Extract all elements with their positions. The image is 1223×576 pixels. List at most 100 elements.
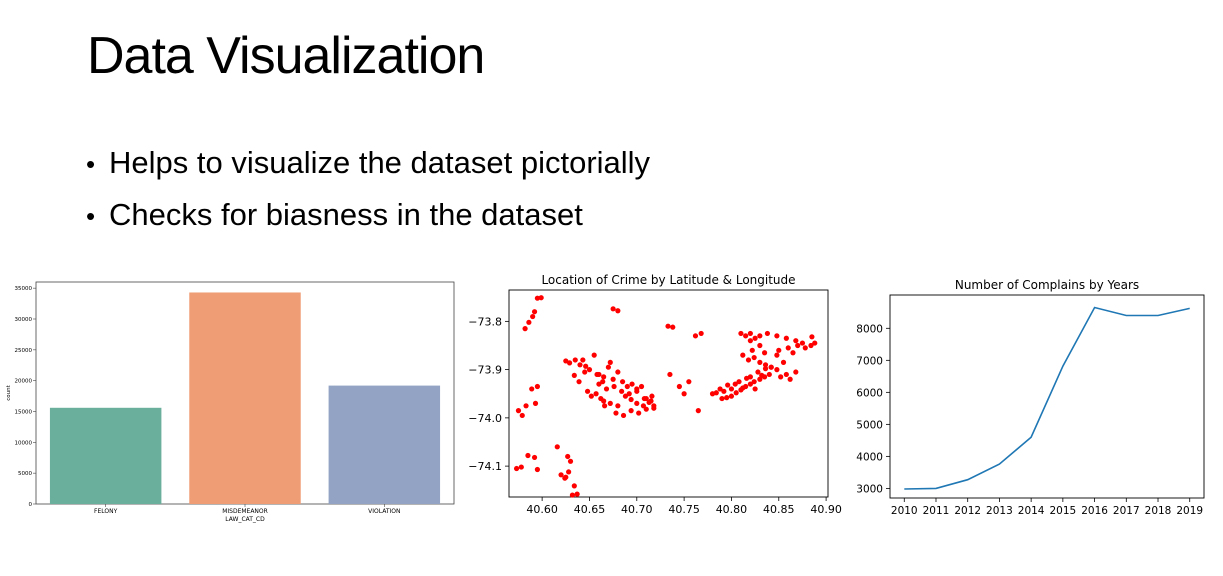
scatter-point	[558, 472, 564, 478]
scatter-point	[566, 469, 572, 475]
y-tick-label: 35000	[15, 286, 33, 292]
scatter-point	[774, 352, 780, 358]
scatter-point	[783, 335, 789, 341]
y-tick-label: 25000	[15, 348, 33, 354]
scatter-point	[554, 444, 560, 450]
scatter-point	[747, 381, 753, 387]
bullet-text: Helps to visualize the dataset pictorial…	[109, 145, 651, 180]
x-tick-label: 2015	[1049, 505, 1076, 517]
scatter-point	[728, 393, 735, 399]
scatter-point	[586, 367, 593, 373]
x-tick-label: 40.60	[526, 503, 558, 516]
scatter-point	[525, 452, 531, 459]
y-tick-label: 3000	[856, 483, 883, 495]
scatter-point	[793, 369, 799, 375]
scatter-point	[628, 396, 634, 403]
scatter-point	[531, 309, 538, 315]
scatter-point	[571, 483, 577, 489]
scatter-point	[602, 403, 608, 409]
scatter-point	[603, 386, 610, 392]
scatter-point	[634, 400, 640, 406]
scatter-point	[576, 379, 582, 385]
scatter-point	[534, 466, 540, 473]
scatter-point	[619, 388, 625, 394]
scatter-point	[795, 342, 801, 349]
scatter-point	[615, 308, 621, 314]
scatter-point	[513, 465, 520, 472]
scatter-point	[724, 395, 730, 401]
scatter-point	[728, 386, 735, 392]
scatter-plot-frame	[508, 289, 829, 498]
scatter-point	[638, 383, 645, 390]
x-tick-label: 2019	[1176, 505, 1203, 517]
scatter-point	[785, 345, 791, 351]
scatter-point	[598, 395, 604, 402]
y-tick-label: 10000	[15, 440, 33, 446]
x-axis-label: LAW_CAT_CD	[225, 516, 265, 523]
x-tick-label: 2011	[923, 505, 950, 517]
scatter-point	[651, 403, 657, 409]
x-tick-label: 2018	[1145, 505, 1172, 517]
scatter-point	[732, 381, 738, 387]
scatter-point	[733, 390, 739, 396]
scatter-point	[752, 335, 758, 341]
scatter-point	[743, 333, 749, 339]
bullet-item: • Helps to visualize the dataset pictoria…	[86, 142, 650, 194]
y-tick-label: 0	[29, 502, 33, 508]
x-tick-label: 40.75	[668, 503, 700, 516]
scatter-point	[787, 376, 793, 382]
scatter-point	[766, 371, 772, 378]
scatter-point	[757, 359, 763, 365]
scatter-point	[774, 367, 780, 373]
scatter-point	[610, 306, 616, 312]
scatter-point	[747, 330, 753, 337]
scatter-point	[580, 357, 586, 363]
scatter-point	[740, 352, 746, 358]
scatter-point	[713, 390, 719, 396]
x-tick-label: 40.70	[621, 503, 653, 516]
scatter-point	[607, 400, 613, 406]
scatter-point	[613, 410, 619, 416]
scatter-point	[809, 334, 815, 340]
scatter-point	[530, 313, 536, 320]
scatter-point	[572, 357, 578, 363]
scatter-point	[752, 386, 758, 392]
scatter-point	[755, 369, 761, 375]
scatter-point	[725, 382, 731, 388]
x-tick-label: FELONY	[94, 508, 118, 515]
scatter-point	[747, 338, 753, 344]
scatter-point	[692, 333, 699, 339]
scatter-point	[780, 359, 787, 365]
bar	[328, 385, 441, 504]
scatter-point	[721, 388, 727, 394]
scatter-point	[624, 383, 630, 390]
scatter-point	[695, 408, 701, 414]
chart-title: Number of Complains by Years	[955, 278, 1139, 292]
scatter-point	[649, 393, 655, 399]
bullet-dot-icon: •	[86, 201, 96, 231]
bullet-item: • Checks for biasness in the dataset	[86, 194, 650, 246]
scatter-point	[643, 406, 649, 412]
slide-title: Data Visualization	[87, 27, 485, 85]
scatter-point	[574, 491, 580, 497]
scatter-point	[615, 403, 621, 409]
x-tick-label: 2010	[891, 505, 918, 517]
y-tick-label: 15000	[15, 410, 33, 416]
scatter-point	[594, 371, 600, 378]
scatter-point	[745, 357, 752, 363]
scatter-point	[531, 454, 538, 461]
scatter-point	[628, 408, 634, 414]
x-tick-label: 2013	[986, 505, 1013, 517]
scatter-point	[799, 340, 806, 346]
scatter-point	[577, 362, 583, 368]
y-tick-label: 5000	[18, 471, 32, 477]
scatter-point	[619, 379, 626, 385]
x-tick-label: VIOLATION	[368, 508, 400, 515]
scatter-point	[686, 379, 692, 385]
scatter-point	[641, 395, 647, 402]
y-tick-label: 7000	[856, 355, 883, 367]
scatter-point	[751, 379, 757, 385]
x-tick-label: 2017	[1113, 505, 1140, 517]
scatter-point	[565, 453, 571, 460]
scatter-point	[751, 354, 757, 361]
